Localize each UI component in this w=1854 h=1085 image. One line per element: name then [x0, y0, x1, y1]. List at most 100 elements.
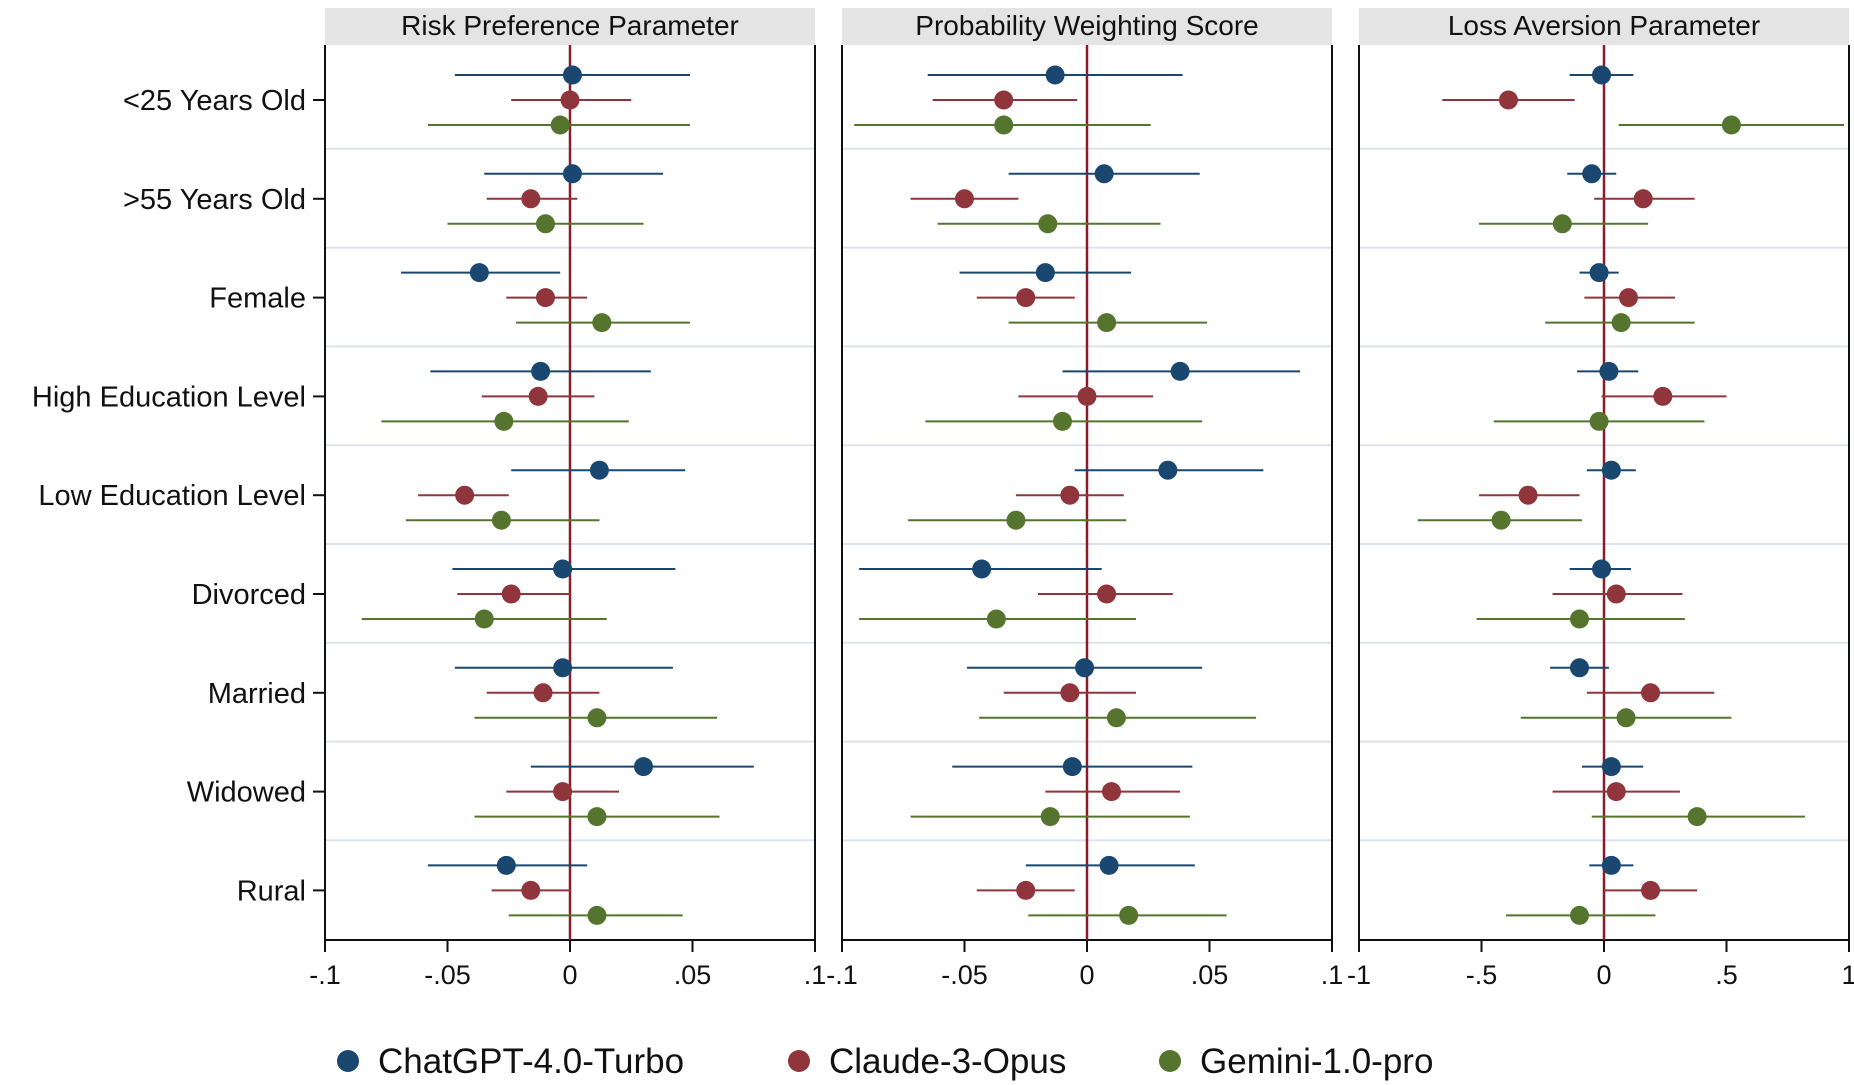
x-tick-label: .5: [1715, 960, 1738, 990]
point-estimate: [528, 386, 548, 406]
legend-item: ChatGPT-4.0-Turbo: [337, 1042, 684, 1081]
x-tick-label: -.1: [826, 960, 858, 990]
point-estimate: [491, 510, 511, 530]
point-estimate: [1601, 460, 1621, 480]
legend-marker: [788, 1050, 810, 1072]
point-estimate: [1582, 164, 1602, 184]
point-estimate: [1641, 683, 1661, 703]
point-estimate: [1589, 263, 1609, 283]
point-estimate: [1062, 757, 1082, 777]
point-estimate: [531, 361, 551, 381]
legend-marker: [337, 1050, 359, 1072]
point-estimate: [455, 485, 475, 505]
series-claude-3-opus: [910, 90, 1181, 900]
point-estimate: [994, 90, 1014, 110]
point-estimate: [1006, 510, 1026, 530]
category-label: Female: [209, 283, 306, 315]
point-estimate: [1599, 361, 1619, 381]
point-estimate: [1097, 313, 1117, 333]
x-tick-label: 1: [1841, 960, 1854, 990]
point-estimate: [972, 559, 992, 579]
point-estimate: [1060, 683, 1080, 703]
point-estimate: [1653, 386, 1673, 406]
x-tick-label: -.5: [1466, 960, 1498, 990]
point-estimate: [1099, 855, 1119, 875]
category-label: <25 Years Old: [123, 85, 306, 117]
point-estimate: [587, 807, 607, 827]
category-label: Married: [208, 678, 306, 710]
point-estimate: [1601, 855, 1621, 875]
point-estimate: [1570, 658, 1589, 678]
panels-group: Risk Preference Parameter-.1 -.05 0.05.1Pr…: [309, 8, 1854, 990]
series-claude-3-opus: [1442, 90, 1727, 900]
point-estimate: [589, 460, 609, 480]
point-estimate: [1075, 658, 1095, 678]
point-estimate: [1035, 263, 1055, 283]
point-estimate: [1721, 115, 1741, 135]
series-claude-3-opus: [418, 90, 632, 900]
point-estimate: [1641, 880, 1661, 900]
point-estimate: [474, 609, 494, 629]
x-tick-label: -1: [1347, 960, 1371, 990]
point-estimate: [1170, 361, 1190, 381]
point-estimate: [1016, 880, 1036, 900]
x-tick-label: .1: [804, 960, 827, 990]
x-tick-label: .05: [1191, 960, 1229, 990]
point-estimate: [592, 313, 612, 333]
point-estimate: [1498, 90, 1518, 110]
panel-title-strip: [1359, 8, 1849, 45]
legend-label: Gemini-1.0-pro: [1200, 1042, 1433, 1081]
point-estimate: [553, 782, 573, 802]
point-estimate: [536, 214, 555, 234]
point-estimate: [1077, 386, 1097, 406]
point-estimate: [1518, 485, 1538, 505]
point-estimate: [1552, 214, 1572, 234]
panel-2: Probability Weighting Score -.1 -.05 0 .05 .1: [826, 8, 1343, 990]
legend-marker: [1159, 1050, 1181, 1072]
point-estimate: [469, 263, 489, 283]
point-estimate: [1570, 609, 1589, 629]
x-tick-label: .05: [674, 960, 712, 990]
x-tick-label: 0: [562, 960, 577, 990]
point-estimate: [1619, 288, 1638, 308]
point-estimate: [1038, 214, 1058, 234]
point-estimate: [1158, 460, 1178, 480]
panel-3: Loss Aversion Parameter -1 -.5 0 .5 1: [1347, 8, 1854, 990]
point-estimate: [1491, 510, 1511, 530]
panel-1: Risk Preference Parameter -.1 -.05 0 .05 .1: [309, 8, 826, 990]
point-estimate: [1094, 164, 1114, 184]
series-chatgpt-4-0-turbo: [1550, 65, 1644, 875]
point-estimate: [553, 658, 573, 678]
panel-title: Probability Weighting Score: [915, 10, 1258, 41]
point-estimate: [562, 164, 582, 184]
point-estimate: [1589, 411, 1609, 431]
point-estimate: [1606, 782, 1626, 802]
point-estimate: [562, 65, 582, 85]
legend-label: ChatGPT-4.0-Turbo: [378, 1042, 684, 1081]
point-estimate: [1616, 708, 1636, 728]
point-estimate: [1687, 807, 1707, 827]
point-estimate: [1102, 782, 1121, 802]
point-estimate: [1060, 485, 1080, 505]
series-chatgpt-4-0-turbo: [400, 65, 754, 875]
point-estimate: [494, 411, 514, 431]
series-gemini-1-0-pro: [854, 115, 1257, 925]
x-tick-label: .1: [1321, 960, 1344, 990]
series-gemini-1-0-pro: [1417, 115, 1845, 925]
point-estimate: [1106, 708, 1126, 728]
point-estimate: [521, 880, 541, 900]
point-estimate: [1045, 65, 1065, 85]
legend-label: Claude-3-Opus: [829, 1042, 1066, 1081]
x-tick-label: 0: [1596, 960, 1611, 990]
point-estimate: [1606, 584, 1626, 604]
category-label: >55 Years Old: [123, 184, 306, 216]
x-tick-label: 0: [1079, 960, 1094, 990]
x-tick-label: -.1: [309, 960, 341, 990]
point-estimate: [1592, 559, 1612, 579]
point-estimate: [1601, 757, 1621, 777]
point-estimate: [1053, 411, 1072, 431]
point-estimate: [587, 905, 607, 925]
point-estimate: [553, 559, 573, 579]
point-estimate: [1611, 313, 1631, 333]
